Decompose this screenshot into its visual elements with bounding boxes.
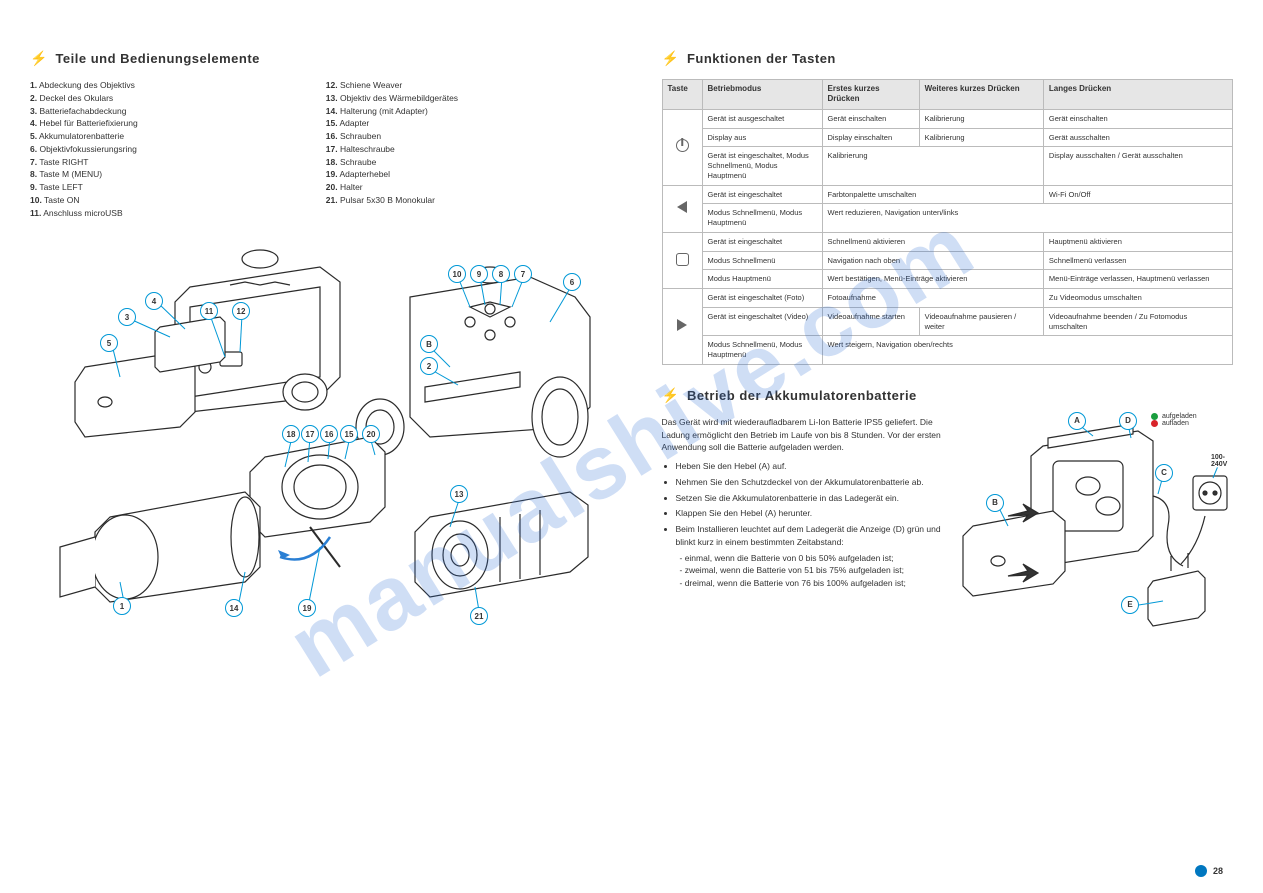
section-title-battery: Betrieb der Akkumulatorenbatterie xyxy=(687,388,917,403)
bolt-icon: ⚡ xyxy=(662,50,679,67)
chg-D: D xyxy=(1119,412,1137,430)
parts-list: 1. Abdeckung des Objektivs 2. Deckel des… xyxy=(30,79,602,219)
menu-icon xyxy=(676,253,689,266)
section-title-parts: Teile und Bedienungselemente xyxy=(55,51,259,66)
left-arrow-icon xyxy=(677,201,687,213)
chg-E: E xyxy=(1121,596,1139,614)
right-arrow-icon xyxy=(677,319,687,331)
bolt-icon: ⚡ xyxy=(30,50,47,67)
led-green: aufgeladen xyxy=(1162,413,1197,420)
buttons-table: Taste Betriebmodus Erstes kurzes Drücken… xyxy=(662,79,1234,365)
chg-B: B xyxy=(986,494,1004,512)
socket-label: 100-240V xyxy=(1211,454,1233,468)
led-red: aufladen xyxy=(1162,420,1189,427)
charger-diagram: A D B C E 100-240V aufgeladen aufladen xyxy=(953,416,1233,646)
charger-text: Das Gerät wird mit wiederaufladbarem Li-… xyxy=(662,416,944,646)
section-title-buttons: Funktionen der Tasten xyxy=(687,51,836,66)
chg-C: C xyxy=(1155,464,1173,482)
chg-A: A xyxy=(1068,412,1086,430)
bolt-icon: ⚡ xyxy=(662,387,679,404)
page-number: 28 xyxy=(1195,865,1223,877)
power-icon xyxy=(676,139,689,152)
parts-diagram: 4 3 5 11 12 1 10 9 8 7 14 6 18 17 16 15 … xyxy=(30,237,600,657)
